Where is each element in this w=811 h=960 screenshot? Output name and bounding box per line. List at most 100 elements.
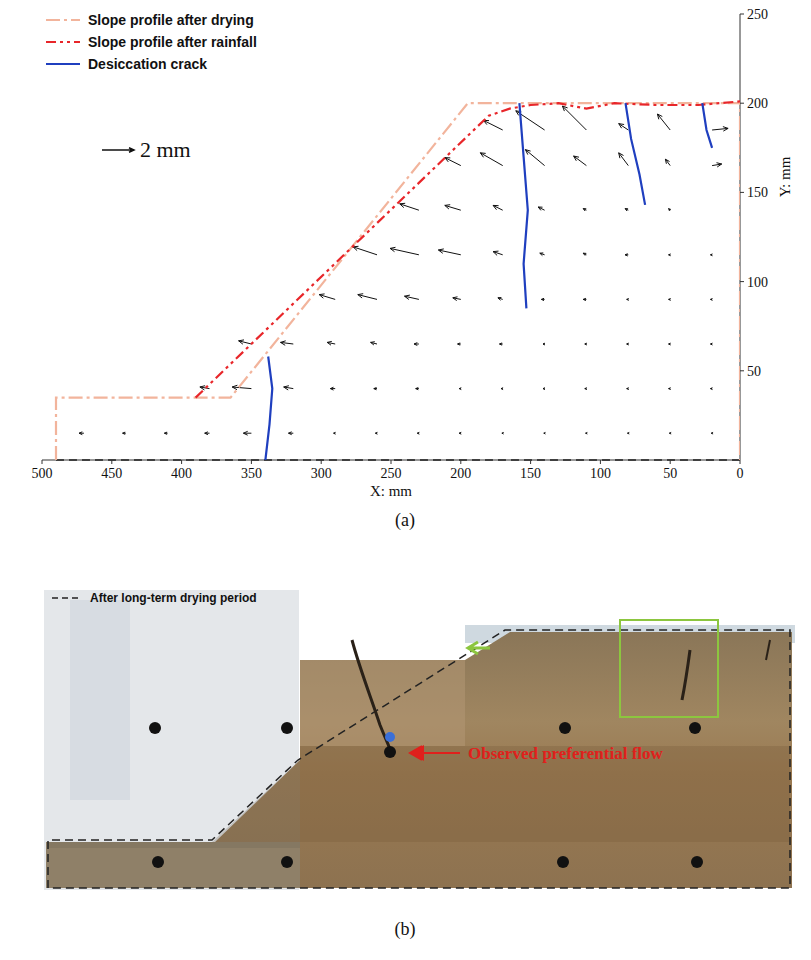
vector [669,209,671,211]
vector [627,388,629,390]
scale-label: 2 mm [140,137,191,162]
y-tick [740,103,744,104]
vector [625,209,628,211]
dry-outline [48,630,790,888]
legend-swatch [46,41,80,43]
vector [540,253,545,256]
vector [484,120,503,130]
vector [123,432,126,434]
vector [319,294,335,300]
vector [625,254,628,256]
x-tick-label: 300 [311,466,332,481]
legend-label: After long-term drying period [90,591,257,605]
vector [669,299,671,301]
sensor [281,856,293,868]
crack [682,650,690,700]
green-arrow [468,642,490,654]
legend-swatch [52,597,82,599]
flow-arrow [410,746,460,760]
vector [445,205,461,211]
vector [327,341,335,345]
x-tick-label: 50 [663,466,677,481]
vector [585,388,587,390]
sensor [384,746,396,758]
glass-reflection [70,600,130,800]
x-tick [460,460,461,464]
legend-label: Desiccation crack [88,56,207,72]
y-tick-label: 200 [747,96,768,111]
vector [502,432,504,434]
panel-label: (a) [395,510,415,531]
x-tick [111,460,112,464]
x-tick-label: 500 [32,466,53,481]
vector [541,298,544,300]
vector [712,163,722,167]
vector [583,209,586,211]
vector [417,432,419,434]
x-tick [391,460,392,464]
soil [46,632,792,888]
vector [375,432,377,434]
sensor [689,722,701,734]
sensor [691,856,703,868]
vector [358,294,377,300]
vector [205,432,210,435]
vector [669,343,671,345]
vector [79,432,84,435]
vector [619,124,629,130]
vector [459,432,461,434]
panel-b: Observed preferential flow After long-ter… [44,590,795,890]
vector [669,432,671,434]
vector [627,343,629,345]
vector [493,205,503,210]
vector [711,343,713,345]
vector [543,388,545,390]
vector [330,387,335,390]
x-tick [321,460,322,464]
annotation: Observed preferential flow [468,744,664,763]
vector [669,254,671,256]
vector [525,150,544,166]
vector [543,343,545,345]
vector [628,432,630,434]
x-tick-label: 350 [241,466,262,481]
x-tick [251,460,252,464]
vector [284,386,294,390]
vector [353,246,377,255]
y-tick [740,281,744,282]
vector [445,158,461,166]
vector [458,343,461,345]
vector [371,342,377,345]
vector [711,299,713,301]
series-line [56,103,740,460]
series-line [265,103,712,460]
toe-shade [48,760,300,886]
vector [627,299,629,301]
x-tick-label: 250 [381,466,402,481]
x-tick [600,460,601,464]
vector [239,340,252,344]
series-line [196,101,740,397]
ground-line [56,459,740,461]
vector [232,385,251,390]
x-tick [181,460,182,464]
vector [583,253,586,255]
vector [586,432,588,434]
vector [453,297,461,301]
x-tick [530,460,531,464]
vector [374,388,377,390]
plot-area [56,101,740,460]
vector [665,159,670,165]
legend-label: Slope profile after rainfall [88,34,257,50]
glass [44,590,299,890]
vector [657,114,670,130]
vector [669,388,671,390]
sensor [152,856,164,868]
vector [480,153,502,166]
y-tick [740,370,744,371]
y-tick-label: 150 [747,185,768,200]
vector [574,156,587,166]
legend-swatch [46,63,80,65]
x-tick-label: 100 [590,466,611,481]
figure: 5004504003503002502001501005005010015020… [0,0,811,960]
